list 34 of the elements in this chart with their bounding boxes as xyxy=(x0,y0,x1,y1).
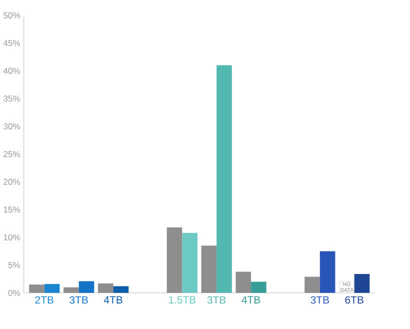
x-tick-label: 6TB xyxy=(345,296,364,304)
bar xyxy=(64,287,79,293)
y-tick-label: 5% xyxy=(8,262,20,268)
x-tick-label: 2TB xyxy=(35,296,54,304)
bar xyxy=(113,286,129,293)
bar xyxy=(78,281,94,293)
y-tick-label: 25% xyxy=(4,150,20,158)
bar xyxy=(320,251,336,293)
bar xyxy=(354,274,370,293)
x-tick-label: 4TB xyxy=(104,296,122,304)
x-tick-label: 3TB xyxy=(310,296,329,304)
x-tick-label: 1.5TB xyxy=(168,296,196,304)
bar xyxy=(304,276,320,293)
bar xyxy=(251,282,266,293)
bar xyxy=(236,272,252,293)
y-tick-label: 30% xyxy=(4,123,20,130)
bar xyxy=(29,284,44,293)
bar xyxy=(98,283,114,293)
bar xyxy=(182,232,198,293)
y-tick-label: 45% xyxy=(3,40,20,46)
x-tick-label: 3TB xyxy=(207,296,226,304)
bar xyxy=(201,246,217,293)
x-tick-label: 3TB xyxy=(70,296,88,304)
y-tick-label: 40% xyxy=(3,68,20,74)
bar xyxy=(166,227,182,293)
y-tick-label: 10% xyxy=(4,234,20,240)
y-tick-label: 35% xyxy=(4,95,20,102)
bar xyxy=(44,284,60,293)
bar xyxy=(216,65,232,293)
y-tick-label: 20% xyxy=(4,178,20,185)
y-tick-label: 50% xyxy=(4,12,20,18)
y-tick-label: 15% xyxy=(4,206,20,213)
y-tick-label: 0% xyxy=(8,290,20,296)
x-tick-label: 4TB xyxy=(242,296,260,304)
